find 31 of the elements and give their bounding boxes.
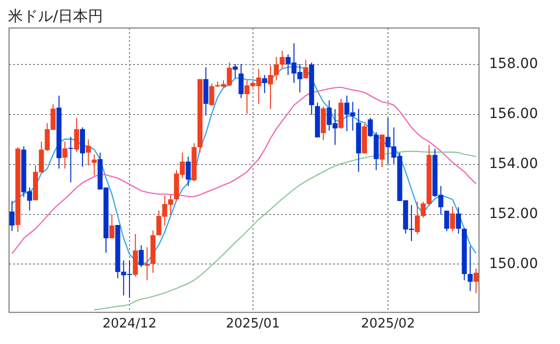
y-tick-label: 156.00 [489,106,538,122]
x-tick-label: 2025/02 [360,316,415,332]
candlestick [109,214,114,239]
candlestick [474,268,479,294]
candlestick [268,64,273,110]
candlestick [444,210,450,232]
candlestick [144,246,150,281]
candlestick [68,136,74,183]
candlestick [238,63,244,99]
candlestick [138,244,144,268]
x-tick-label: 2025/01 [226,316,280,332]
y-tick-label: 158.00 [489,56,538,72]
chart-title: 米ドル/日本円 [8,6,104,25]
candlestick [186,156,191,187]
candlestick [280,50,285,70]
y-tick-label: 154.00 [489,156,538,172]
candlestick [92,154,97,176]
candlestick [74,117,80,152]
candlestick [232,63,238,79]
candlestick [86,138,91,166]
candlestick [274,56,279,81]
candlestick [262,74,268,94]
candlestick [450,206,456,232]
y-tick-label: 150.00 [489,256,538,272]
candlestick [303,59,308,79]
candlestick [10,200,14,232]
y-tick-label: 152.00 [489,206,538,222]
candlestick [62,141,68,170]
candlestick [468,246,473,292]
x-tick-label: 2024/12 [102,316,156,332]
candlestick [456,206,461,234]
